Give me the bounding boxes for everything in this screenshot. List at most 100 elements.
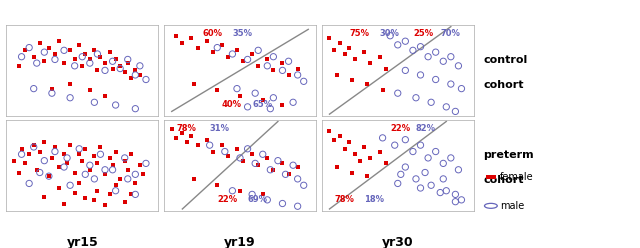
Point [50,145,60,149]
Point [39,140,49,144]
Text: yr15: yr15 [67,236,98,248]
Point [59,165,69,169]
Point [100,168,110,172]
Point [89,198,99,202]
Point [31,168,42,172]
Point [292,204,303,208]
Point [445,156,456,160]
Point [243,58,253,62]
Point [400,39,410,43]
Point [141,161,151,165]
Text: 31%: 31% [210,124,230,133]
Point [359,145,369,149]
Point [111,103,121,107]
Point [423,55,433,59]
Text: 40%: 40% [222,100,242,109]
Point [415,143,426,147]
Point [29,87,39,91]
Text: control: control [483,56,527,65]
Point [177,131,188,135]
Point [243,105,253,109]
Point [268,68,278,72]
Point [65,82,76,86]
Point [92,161,102,165]
Point [50,150,60,154]
Point [217,143,227,147]
Point [74,152,84,156]
Point [19,161,29,165]
Point [435,190,445,194]
Point [189,82,200,86]
Point [100,172,110,176]
Point [258,97,268,101]
Text: preterm: preterm [483,150,534,160]
Point [70,58,80,62]
Point [284,59,294,63]
Point [299,79,309,83]
Point [284,172,294,176]
Point [44,46,54,50]
Point [227,52,237,56]
Point [223,154,233,158]
Point [62,161,72,165]
Point [130,68,140,72]
Point [171,136,181,140]
Point [77,55,88,59]
Point [135,163,145,167]
Point [253,48,263,52]
Text: 75%: 75% [349,29,369,38]
Point [217,43,227,47]
Point [365,156,376,160]
Point [111,183,121,187]
Point [411,96,421,100]
Point [123,61,133,65]
Point [277,202,287,206]
Point [408,48,418,52]
Point [451,192,461,196]
Point [24,46,35,50]
Point [47,87,57,91]
Point [212,89,222,93]
Point [130,172,140,176]
Point [59,152,69,156]
Point [135,64,145,68]
Point [420,171,430,175]
Point [335,41,345,45]
Point [80,172,90,176]
Point [381,161,391,165]
Point [431,50,441,54]
Point [340,147,350,151]
Point [253,64,263,68]
Point [400,138,410,142]
Text: 22%: 22% [390,124,410,133]
Point [212,46,222,50]
Point [400,68,410,72]
Point [344,46,355,50]
Point [277,161,287,165]
Point [35,150,45,154]
Point [44,174,54,178]
Point [89,100,99,104]
Point [445,82,456,86]
Point [438,177,449,181]
Text: 35%: 35% [232,29,252,38]
Text: male: male [500,201,524,211]
Point [19,48,29,52]
Point [92,68,102,72]
Point [247,152,257,156]
Point [89,154,99,158]
Point [385,34,396,38]
Point [111,58,121,62]
Text: 70%: 70% [440,29,460,38]
Point [104,192,115,196]
Point [355,159,365,163]
Point [288,163,298,167]
Point [453,168,463,172]
Point [70,190,80,194]
Point [80,196,90,200]
Point [47,156,57,160]
Point [378,89,388,93]
Point [17,152,27,156]
Point [238,59,248,63]
Point [262,64,273,68]
